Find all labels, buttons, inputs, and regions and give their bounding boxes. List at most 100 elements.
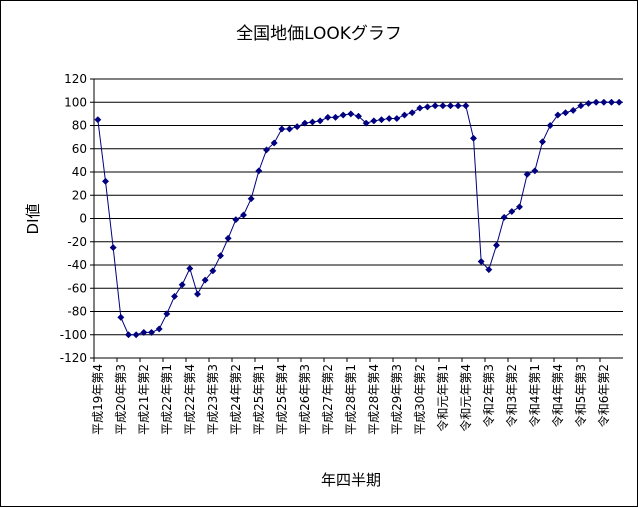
- data-point: [270, 139, 278, 147]
- data-point: [584, 99, 593, 107]
- data-point: [255, 167, 263, 175]
- data-point: [500, 213, 508, 221]
- x-tick-label: 平成22年第4: [183, 364, 197, 435]
- data-point: [140, 328, 148, 336]
- data-point: [132, 331, 140, 339]
- data-point: [354, 112, 363, 120]
- data-point: [163, 310, 171, 318]
- data-point: [554, 111, 562, 119]
- x-tick-label: 平成19年第4: [91, 364, 105, 435]
- x-tick-label: 令和5年第3: [573, 364, 588, 427]
- data-point: [577, 102, 585, 110]
- x-axis-ticks: 平成19年第4 平成20年第3 平成21年第2 平成22年第1 平成22年第4 平成23年…: [91, 358, 611, 435]
- x-tick-label: 平成22年第1: [160, 364, 174, 435]
- data-point: [477, 257, 485, 266]
- y-tick-label: -40: [67, 258, 87, 272]
- y-tick-label: -120: [60, 351, 87, 365]
- x-tick-label: 令和2年第3: [481, 364, 496, 427]
- data-point: [546, 121, 554, 130]
- data-point: [561, 109, 570, 117]
- data-point: [600, 98, 608, 106]
- y-tick-label: -80: [67, 305, 87, 319]
- data-point: [216, 252, 225, 260]
- data-point: [109, 244, 117, 252]
- data-point: [538, 138, 547, 146]
- y-tick-label: 100: [64, 95, 87, 109]
- x-tick-label: 平成26年第3: [298, 364, 312, 435]
- gridlines: [94, 78, 623, 359]
- x-tick-label: 平成28年第4: [367, 364, 381, 435]
- data-point: [155, 325, 163, 333]
- data-point: [94, 116, 102, 124]
- data-point: [247, 195, 255, 203]
- y-tick-label: 40: [72, 165, 87, 179]
- data-point: [508, 207, 516, 216]
- data-point: [316, 117, 324, 125]
- data-point: [423, 103, 432, 111]
- x-tick-label: 令和6年第2: [596, 364, 611, 427]
- y-tick-label: 0: [79, 212, 87, 226]
- data-point: [117, 313, 125, 321]
- x-tick-label: 令和4年第4: [550, 364, 565, 427]
- y-tick-label: 80: [72, 119, 87, 133]
- data-point: [324, 113, 332, 121]
- data-point: [178, 281, 186, 289]
- data-point: [308, 118, 317, 126]
- data-point: [339, 111, 347, 119]
- y-tick-label: 60: [72, 142, 87, 156]
- data-point: [569, 106, 577, 114]
- data-point: [439, 102, 447, 110]
- data-point: [531, 167, 539, 175]
- x-tick-label: 平成21年第2: [137, 364, 151, 435]
- data-point: [377, 116, 386, 124]
- y-tick-label: 20: [72, 188, 87, 202]
- x-tick-label: 平成24年第2: [229, 364, 243, 435]
- data-point: [408, 109, 416, 117]
- x-tick-label: 令和4年第1: [527, 364, 542, 427]
- data-point: [362, 119, 370, 127]
- data-point: [446, 102, 455, 110]
- x-axis-title: 年四半期: [321, 471, 381, 489]
- data-point: [385, 114, 393, 123]
- axes: [93, 79, 623, 359]
- series-group: [94, 98, 623, 339]
- data-point: [186, 264, 194, 273]
- x-tick-label: 平成25年第4: [275, 364, 289, 435]
- x-tick-label: 平成29年第3: [390, 364, 404, 435]
- x-tick-label: 平成30年第2: [413, 364, 427, 435]
- data-point: [232, 216, 240, 224]
- data-point: [469, 134, 478, 142]
- data-point: [485, 266, 493, 274]
- x-tick-label: 令和3年第2: [504, 364, 519, 427]
- data-point: [331, 113, 340, 121]
- data-point: [515, 203, 524, 211]
- y-axis-title: DI値: [24, 204, 42, 235]
- data-point: [400, 111, 409, 119]
- y-axis-ticks: 120 100 80 60 40 20 0 -20 -40 -60 -80 -100 -120: [60, 72, 94, 365]
- x-tick-label: 平成20年第3: [114, 364, 128, 435]
- data-point: [492, 241, 501, 249]
- data-point: [201, 276, 209, 284]
- data-point: [523, 170, 531, 178]
- data-point: [278, 125, 286, 133]
- data-point: [462, 102, 470, 110]
- y-tick-label: 120: [64, 72, 87, 86]
- x-tick-label: 平成27年第2: [321, 364, 335, 435]
- data-point: [285, 125, 294, 133]
- data-point: [193, 290, 202, 298]
- x-tick-label: 平成25年第1: [252, 364, 266, 435]
- data-point: [170, 292, 179, 300]
- data-point: [262, 146, 271, 154]
- y-tick-label: -60: [67, 281, 87, 295]
- data-point: [393, 114, 401, 123]
- data-point: [431, 102, 439, 110]
- data-point: [209, 267, 217, 275]
- data-point: [607, 98, 616, 106]
- data-point: [147, 328, 156, 336]
- data-point: [301, 119, 309, 127]
- data-point: [592, 98, 600, 106]
- chart-title: 全国地価LOOKグラフ: [236, 24, 402, 44]
- data-point: [124, 331, 133, 339]
- data-point: [239, 211, 248, 219]
